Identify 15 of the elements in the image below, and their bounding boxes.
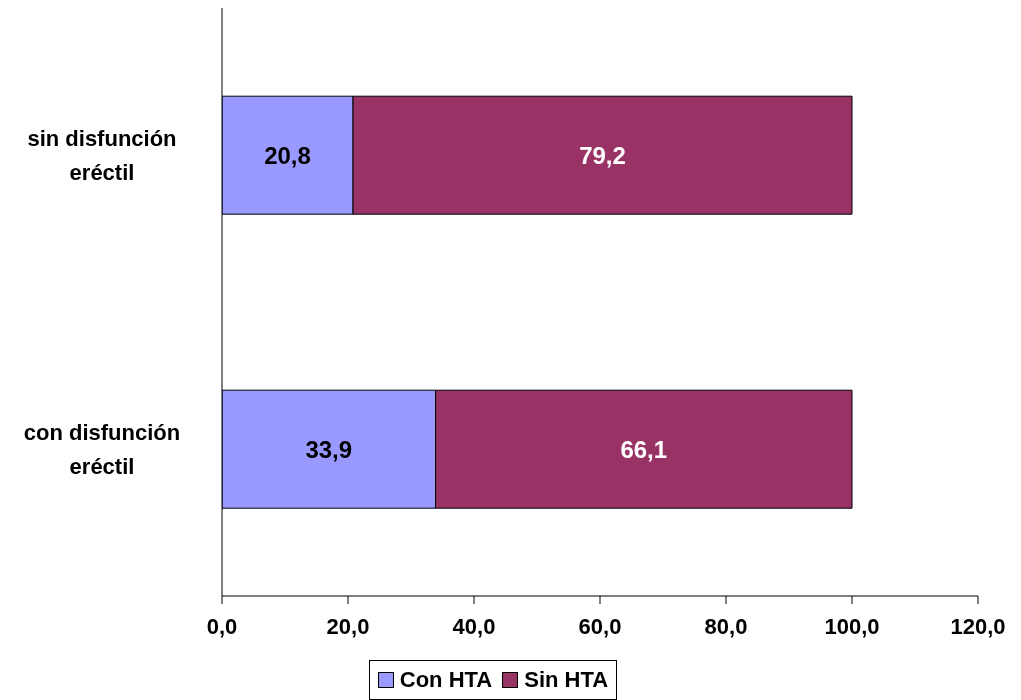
x-tick-label: 40,0 bbox=[452, 613, 496, 639]
legend-label: Con HTA bbox=[398, 667, 493, 693]
x-tick-label: 20,0 bbox=[326, 613, 370, 639]
x-tick-label: 120,0 bbox=[950, 613, 1006, 639]
x-tick-label: 100,0 bbox=[824, 613, 880, 639]
data-label: 79,2 bbox=[579, 141, 626, 169]
x-tick-label: 60,0 bbox=[578, 613, 622, 639]
data-label: 66,1 bbox=[620, 435, 668, 463]
data-label: 20,8 bbox=[264, 141, 311, 169]
legend-label: Sin HTA bbox=[523, 667, 609, 693]
data-label: 33,9 bbox=[305, 435, 353, 463]
x-tick-label: 0,0 bbox=[206, 613, 238, 639]
y-tick-label: sin disfunción eréctil bbox=[27, 125, 177, 185]
x-tick-label: 80,0 bbox=[704, 613, 748, 639]
y-tick-label: con disfunción eréctil bbox=[23, 419, 181, 479]
